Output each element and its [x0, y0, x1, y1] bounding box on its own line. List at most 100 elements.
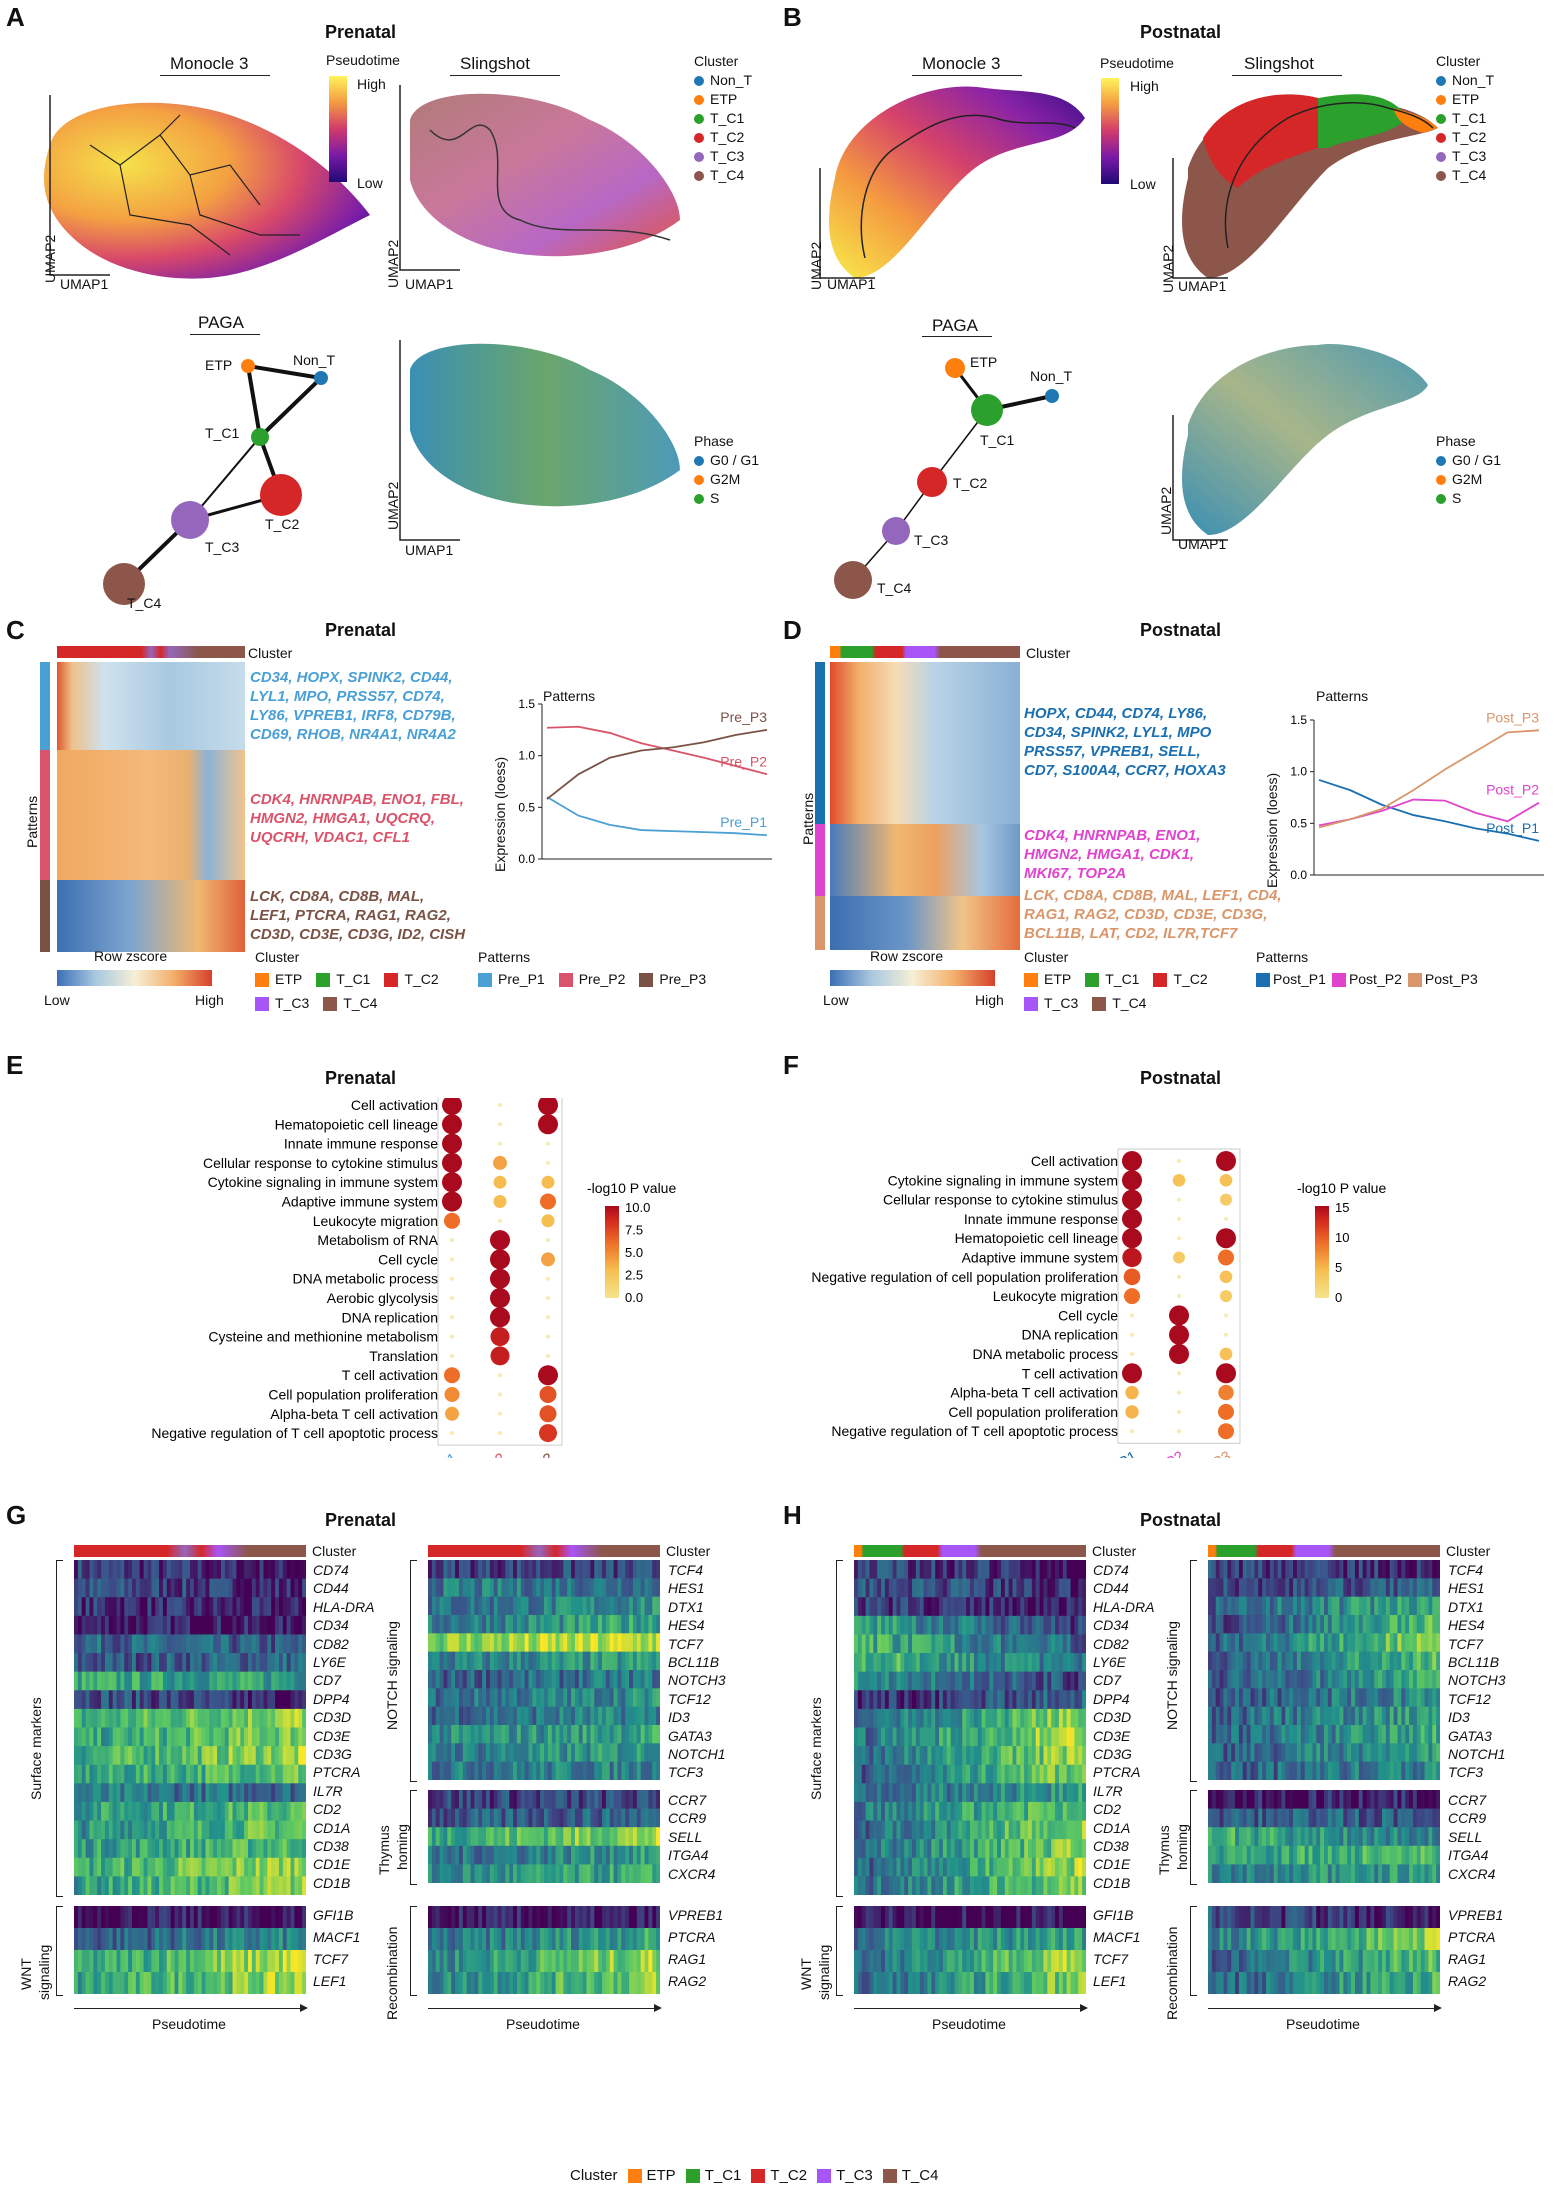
legend-label: Post_P1 [1273, 971, 1326, 987]
phase-umap-plot-a [390, 330, 690, 550]
legend-label: T_C2 [710, 129, 745, 145]
gene-line: CD3D, CD3E, CD3G, ID2, CISH [250, 926, 466, 943]
dot-mark [1218, 1403, 1234, 1420]
legend-item: T_C4 [1436, 166, 1494, 185]
dot-mark [490, 1307, 510, 1328]
gene-label: CD82 [313, 1635, 349, 1652]
underline [922, 336, 992, 337]
gene-label: HLA-DRA [313, 1598, 375, 1615]
legend-title: Patterns [1256, 949, 1309, 965]
dot-mark [498, 1141, 502, 1146]
series-line [546, 796, 768, 837]
gene-label: CD3D [1093, 1709, 1132, 1726]
paga-node-label: T_C2 [953, 475, 988, 491]
arrow-head-icon [1080, 2004, 1088, 2012]
gene-label: SELL [668, 1828, 703, 1845]
umap1-axis-label: UMAP1 [405, 542, 454, 558]
pseudotime-label: Pseudotime [152, 2016, 226, 2032]
gene-label: CXCR4 [668, 1865, 716, 1882]
legend-swatch [817, 2168, 832, 2183]
legend-swatch [694, 113, 704, 124]
paga-title-a: PAGA [198, 313, 244, 332]
gene-label: CD74 [313, 1562, 349, 1578]
panel-label-c: C [6, 615, 25, 645]
legend-colorbar [1315, 1206, 1329, 1298]
legend-swatch [1436, 170, 1446, 181]
legend-label: G0 / G1 [710, 452, 760, 468]
legend-item: T_C3 [817, 2167, 873, 2184]
gene-label: HES4 [1448, 1617, 1485, 1634]
dot-mark [546, 1315, 550, 1320]
series-line [1318, 779, 1540, 842]
plot-frame [1117, 1148, 1241, 1444]
patterns-legend-c: Patterns Pre_P1 Pre_P2 Pre_P3 [478, 948, 778, 989]
gene-label: TCF3 [1448, 1764, 1483, 1781]
paga-node-label: T_C3 [914, 532, 949, 548]
legend-tick: 10.0 [625, 1200, 650, 1215]
gene-label: TCF12 [1448, 1690, 1491, 1707]
legend-item: Pre_P3 [639, 970, 706, 989]
gene-label: ITGA4 [668, 1847, 709, 1864]
pseudotime-legend-title: Pseudotime [326, 52, 400, 68]
gene-label: GATA3 [668, 1727, 712, 1744]
panel-label-d: D [783, 615, 802, 645]
dot-mark [1216, 1228, 1236, 1249]
term-label: DNA metabolic process [972, 1346, 1118, 1362]
pattern-genes-p2: CDK4, HNRNPAB, ENO1, FBL, HMGN2, HMGA1, U… [250, 790, 464, 847]
legend-item: G2M [694, 470, 759, 489]
y-axis-label: Expression (loess) [1264, 772, 1280, 888]
slingshot-title-a: Slingshot [460, 54, 530, 73]
pattern-genes-p2: CDK4, HNRNPAB, ENO1, HMGN2, HMGA1, CDK1, … [1024, 826, 1200, 883]
slingshot-title-b: Slingshot [1244, 54, 1314, 73]
legend-swatch [1436, 474, 1446, 485]
category-label: Post_P2 [1129, 1448, 1187, 1458]
gene-label: PTCRA [313, 1764, 361, 1781]
dot-mark [1122, 1363, 1142, 1384]
gene-label: BCL11B [1448, 1654, 1500, 1670]
legend-tick: 5.0 [625, 1245, 643, 1260]
legend-item: T_C4 [882, 2167, 938, 2184]
legend-swatch [685, 2168, 700, 2183]
umap1-axis-label: UMAP1 [1178, 536, 1227, 552]
legend-item: ETP [1436, 90, 1494, 109]
legend-label: T_C1 [336, 971, 371, 987]
cluster-legend-a: Cluster Non_T ETP T_C1 T_C2 T_C3 T_C4 [694, 52, 752, 185]
patterns-axis-label: Patterns [800, 792, 816, 845]
paga-node-label: T_C4 [877, 580, 912, 596]
dot-mark [1216, 1363, 1236, 1384]
dot-mark [1177, 1216, 1181, 1221]
dot-mark [1123, 1268, 1141, 1286]
legend-label: ETP [1044, 971, 1072, 987]
category-label: Pre_P3 [504, 1450, 556, 1458]
panel-title-g: Prenatal [325, 1510, 397, 1530]
legend-label: S [710, 490, 720, 506]
dot-mark [546, 1276, 550, 1281]
dot-mark [1177, 1409, 1181, 1414]
legend-swatch [478, 972, 492, 987]
legend-swatch [1331, 972, 1346, 987]
dot-mark [539, 1424, 557, 1443]
category-label: Pre_P1 [408, 1450, 460, 1458]
umap1-axis-label: UMAP1 [60, 276, 109, 292]
heatmap-surface-markers [74, 1560, 307, 1896]
legend-label: ETP [646, 2167, 676, 2184]
gene-label: CD3E [313, 1727, 351, 1744]
dot-mark [1177, 1236, 1181, 1241]
cluster-legend-c: Cluster ETP T_C1 T_C2 T_C3 T_C4 [255, 948, 455, 1013]
pattern-genes-p1: CD34, HOPX, SPINK2, CD44, LYL1, MPO, PRSS… [250, 668, 456, 744]
legend-item: Post_P3 [1407, 970, 1478, 989]
y-tick-label: 1.0 [518, 749, 535, 763]
gene-label: CD34 [1093, 1617, 1129, 1634]
legend-item: T_C1 [1436, 109, 1494, 128]
gene-label: LY6E [313, 1654, 346, 1670]
dot-mark [442, 1114, 462, 1135]
pattern-genes-p3: LCK, CD8A, CD8B, MAL, LEF1, PTCRA, RAG1, … [250, 887, 465, 944]
legend-item: T_C3 [255, 994, 309, 1013]
legend-item: T_C1 [694, 109, 752, 128]
gene-label: CD38 [313, 1838, 349, 1854]
dot-mark [1169, 1305, 1189, 1326]
legend-item: T_C2 [694, 128, 752, 147]
zscore-colorbar [830, 970, 995, 986]
gene-label: CD44 [313, 1580, 349, 1597]
group-bracket [56, 1560, 63, 1897]
